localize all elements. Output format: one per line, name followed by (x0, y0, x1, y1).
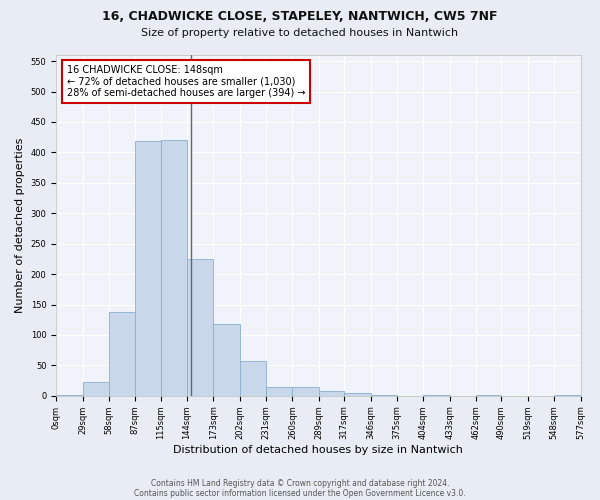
Bar (266, 388, 292, 396)
Y-axis label: Number of detached properties: Number of detached properties (15, 138, 25, 313)
Text: Contains HM Land Registry data © Crown copyright and database right 2024.: Contains HM Land Registry data © Crown c… (151, 478, 449, 488)
Bar (83, 382, 109, 396)
Bar (371, 395, 397, 396)
Bar (554, 395, 581, 396)
Bar (344, 393, 371, 396)
Bar (214, 324, 240, 396)
Text: Size of property relative to detached houses in Nantwich: Size of property relative to detached ho… (142, 28, 458, 38)
Bar (240, 360, 266, 396)
Bar (161, 140, 187, 396)
Bar (135, 142, 161, 396)
X-axis label: Distribution of detached houses by size in Nantwich: Distribution of detached houses by size … (173, 445, 463, 455)
Bar (109, 312, 135, 396)
Text: Contains public sector information licensed under the Open Government Licence v3: Contains public sector information licen… (134, 488, 466, 498)
Text: 16, CHADWICKE CLOSE, STAPELEY, NANTWICH, CW5 7NF: 16, CHADWICKE CLOSE, STAPELEY, NANTWICH,… (102, 10, 498, 23)
Bar (187, 259, 214, 396)
Bar (56, 394, 83, 396)
Bar (319, 391, 344, 396)
Bar (423, 395, 449, 396)
Bar (476, 395, 502, 396)
Bar (292, 388, 319, 396)
Text: 16 CHADWICKE CLOSE: 148sqm
← 72% of detached houses are smaller (1,030)
28% of s: 16 CHADWICKE CLOSE: 148sqm ← 72% of deta… (67, 65, 305, 98)
